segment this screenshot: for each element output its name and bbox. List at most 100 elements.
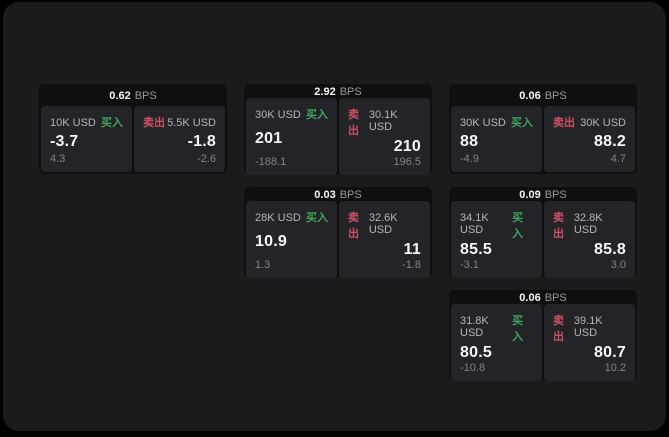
- bps-unit-label: BPS: [544, 292, 567, 304]
- buy-price-value: 201: [255, 130, 283, 147]
- sell-panel-header: 卖出 32.8K USD: [553, 209, 626, 241]
- buy-panel-header: 31.8K USD 买入: [460, 312, 533, 344]
- buy-size-label: 28K USD: [255, 212, 301, 224]
- sell-size-label: 5.5K USD: [167, 117, 216, 129]
- buy-side-label: 买入: [511, 117, 533, 129]
- sell-sub-value: -1.8: [402, 259, 421, 271]
- sell-price-value: -1.8: [187, 132, 216, 150]
- buy-size-label: 30K USD: [460, 117, 506, 129]
- buy-sub-value: -188.1: [255, 156, 287, 168]
- sell-quote-panel[interactable]: 卖出 32.8K USD 85.8 3.0: [544, 201, 635, 278]
- sell-price-value: 11: [403, 241, 421, 258]
- buy-quote-panel[interactable]: 28K USD 买入 10.9 1.3: [246, 201, 337, 278]
- quote-card: 2.92 BPS 30K USD 买入 201 -188.1 卖出 30.1K …: [244, 84, 432, 175]
- sell-quote-panel[interactable]: 卖出 30.1K USD 210 196.5: [339, 98, 430, 175]
- bps-unit-label: BPS: [544, 90, 567, 102]
- sell-side-label: 卖出: [553, 212, 564, 240]
- sell-size-label: 30K USD: [580, 117, 626, 129]
- quote-panels: 30K USD 买入 201 -188.1 卖出 30.1K USD 210 1…: [246, 98, 430, 175]
- buy-quote-panel[interactable]: 10K USD 买入 -3.7 4.3: [41, 106, 132, 172]
- bps-spread-value: 0.06: [519, 292, 541, 304]
- buy-sub-value: 4.3: [50, 153, 66, 165]
- quote-card: 0.03 BPS 28K USD 买入 10.9 1.3 卖出 32.6K US…: [244, 187, 432, 278]
- buy-side-label: 买入: [512, 315, 524, 343]
- buy-size-label: 10K USD: [50, 117, 96, 129]
- buy-sub-value: -3.1: [460, 259, 479, 271]
- quote-card: 0.09 BPS 34.1K USD 买入 85.5 -3.1 卖出 32.8K…: [449, 187, 637, 278]
- sell-price-value: 85.8: [594, 241, 626, 258]
- buy-panel-header: 28K USD 买入: [255, 209, 328, 225]
- sell-price-value: 210: [393, 138, 421, 155]
- bps-spread-header: 0.09 BPS: [451, 189, 635, 201]
- sell-quote-panel[interactable]: 卖出 32.6K USD 11 -1.8: [339, 201, 430, 278]
- bps-spread-header: 0.62 BPS: [41, 86, 225, 106]
- sell-panel-header: 卖出 5.5K USD: [143, 114, 216, 130]
- buy-panel-header: 30K USD 买入: [255, 106, 328, 122]
- bps-unit-label: BPS: [339, 189, 362, 201]
- buy-sub-value: 1.3: [255, 259, 271, 271]
- sell-sub-value: 3.0: [610, 259, 626, 271]
- buy-panel-header: 10K USD 买入: [50, 114, 123, 130]
- sell-panel-header: 卖出 32.6K USD: [348, 209, 421, 241]
- sell-size-label: 32.6K USD: [368, 212, 398, 236]
- sell-price-value: 88.2: [594, 132, 626, 150]
- buy-price-value: 10.9: [255, 233, 287, 250]
- sell-quote-panel[interactable]: 卖出 39.1K USD 80.7 10.2: [544, 304, 635, 381]
- sell-side-label: 卖出: [143, 117, 165, 129]
- quote-panels: 10K USD 买入 -3.7 4.3 卖出 5.5K USD -1.8 -2.…: [41, 106, 225, 172]
- buy-quote-panel[interactable]: 31.8K USD 买入 80.5 -10.8: [451, 304, 542, 381]
- bps-unit-label: BPS: [544, 189, 567, 201]
- quote-card: 0.06 BPS 30K USD 买入 88 -4.9 卖出 30K USD 8…: [449, 84, 637, 174]
- quote-panels: 31.8K USD 买入 80.5 -10.8 卖出 39.1K USD 80.…: [451, 304, 635, 381]
- buy-quote-panel[interactable]: 34.1K USD 买入 85.5 -3.1: [451, 201, 542, 278]
- buy-sub-value: -4.9: [460, 153, 479, 165]
- buy-price-value: 85.5: [460, 241, 492, 258]
- sell-side-label: 卖出: [553, 117, 575, 129]
- quote-panels: 34.1K USD 买入 85.5 -3.1 卖出 32.8K USD 85.8…: [451, 201, 635, 278]
- buy-size-label: 31.8K USD: [460, 315, 489, 339]
- bps-spread-header: 0.06 BPS: [451, 86, 635, 106]
- sell-quote-panel[interactable]: 卖出 5.5K USD -1.8 -2.6: [134, 106, 225, 172]
- trading-panel: 0.62 BPS 10K USD 买入 -3.7 4.3 卖出 5.5K USD…: [3, 2, 666, 431]
- bps-spread-value: 0.62: [109, 90, 131, 102]
- bps-unit-label: BPS: [134, 90, 157, 102]
- sell-size-label: 39.1K USD: [573, 315, 603, 339]
- sell-side-label: 卖出: [348, 109, 359, 137]
- buy-panel-header: 34.1K USD 买入: [460, 209, 533, 241]
- sell-sub-value: 10.2: [604, 362, 626, 374]
- buy-size-label: 34.1K USD: [460, 212, 489, 236]
- bps-spread-value: 2.92: [314, 86, 336, 98]
- quote-panels: 28K USD 买入 10.9 1.3 卖出 32.6K USD 11 -1.8: [246, 201, 430, 278]
- sell-price-value: 80.7: [594, 344, 626, 361]
- buy-size-label: 30K USD: [255, 109, 301, 121]
- sell-panel-header: 卖出 30.1K USD: [348, 106, 421, 138]
- bps-spread-header: 0.06 BPS: [451, 292, 635, 304]
- buy-sub-value: -10.8: [460, 362, 486, 374]
- bps-unit-label: BPS: [339, 86, 362, 98]
- sell-panel-header: 卖出 39.1K USD: [553, 312, 626, 344]
- sell-panel-header: 卖出 30K USD: [553, 114, 626, 130]
- sell-quote-panel[interactable]: 卖出 30K USD 88.2 4.7: [544, 106, 635, 172]
- bps-spread-value: 0.03: [314, 189, 336, 201]
- bps-spread-header: 0.03 BPS: [246, 189, 430, 201]
- quote-card: 0.06 BPS 31.8K USD 买入 80.5 -10.8 卖出 39.1…: [449, 290, 637, 381]
- sell-side-label: 卖出: [553, 315, 564, 343]
- buy-side-label: 买入: [101, 117, 123, 129]
- quote-grid: 0.62 BPS 10K USD 买入 -3.7 4.3 卖出 5.5K USD…: [39, 84, 637, 381]
- buy-price-value: 80.5: [460, 344, 492, 361]
- sell-sub-value: -2.6: [197, 153, 216, 165]
- buy-price-value: -3.7: [50, 132, 79, 150]
- buy-side-label: 买入: [306, 109, 328, 121]
- sell-size-label: 32.8K USD: [573, 212, 603, 236]
- sell-sub-value: 4.7: [610, 153, 626, 165]
- buy-panel-header: 30K USD 买入: [460, 114, 533, 130]
- bps-spread-value: 0.09: [519, 189, 541, 201]
- quote-card: 0.62 BPS 10K USD 买入 -3.7 4.3 卖出 5.5K USD…: [39, 84, 227, 174]
- bps-spread-header: 2.92 BPS: [246, 86, 430, 98]
- buy-quote-panel[interactable]: 30K USD 买入 201 -188.1: [246, 98, 337, 175]
- buy-quote-panel[interactable]: 30K USD 买入 88 -4.9: [451, 106, 542, 172]
- buy-side-label: 买入: [306, 212, 328, 224]
- buy-price-value: 88: [460, 132, 479, 150]
- quote-panels: 30K USD 买入 88 -4.9 卖出 30K USD 88.2 4.7: [451, 106, 635, 172]
- bps-spread-value: 0.06: [519, 90, 541, 102]
